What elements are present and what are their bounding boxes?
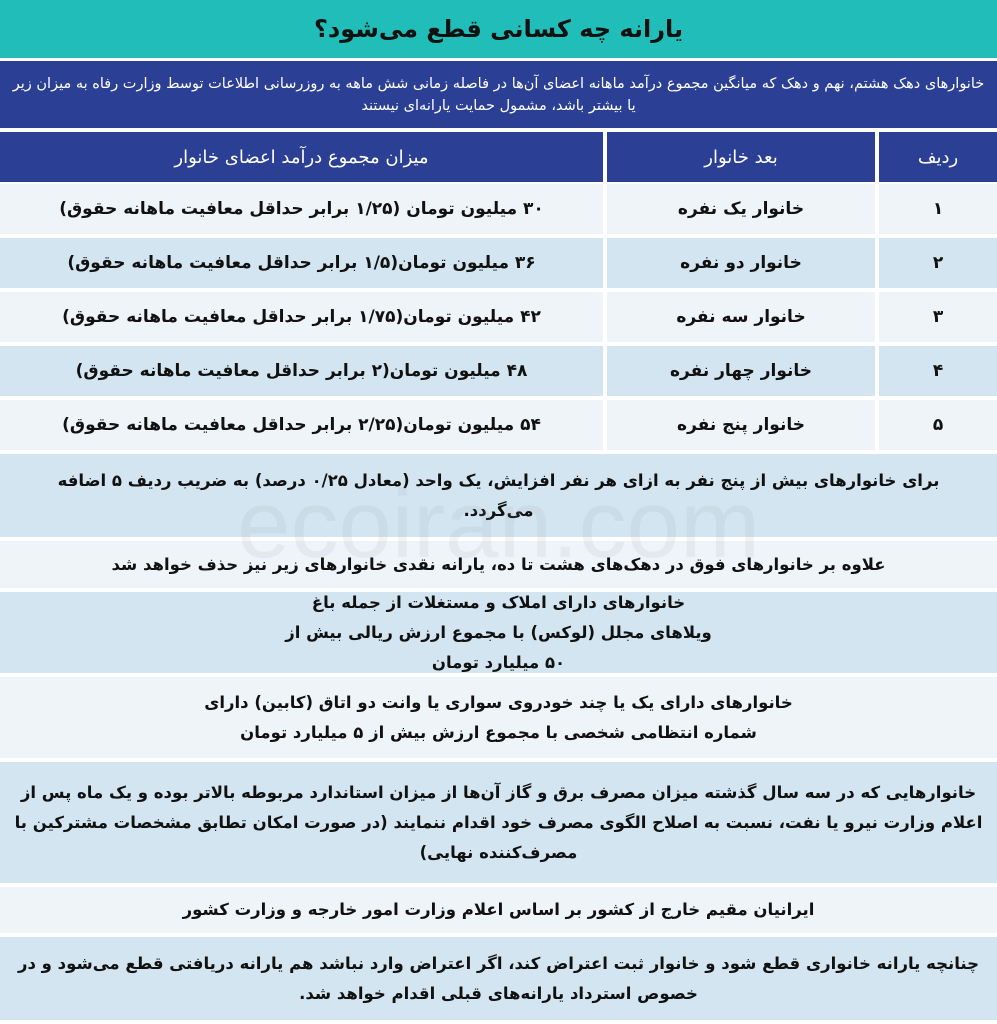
- row-number: ۳: [879, 292, 997, 342]
- note-vehicles: خانوارهای دارای یک یا چند خودروی سواری ی…: [0, 677, 997, 758]
- table-header: ردیف بعد خانوار میزان مجموع درآمد اعضای …: [0, 132, 997, 182]
- page-title: یارانه چه کسانی قطع می‌شود؟: [0, 0, 997, 58]
- household-size: خانوار پنج نفره: [607, 400, 875, 450]
- row-number: ۵: [879, 400, 997, 450]
- table-row: ۴ خانوار چهار نفره ۴۸ میلیون تومان(۲ برا…: [0, 346, 997, 396]
- note-property: خانوارهای دارای املاک و مستغلات از جمله …: [0, 592, 997, 673]
- intro-text: خانوارهای دهک هشتم، نهم و دهک که میانگین…: [0, 61, 997, 128]
- household-size: خانوار سه نفره: [607, 292, 875, 342]
- row-number: ۲: [879, 238, 997, 288]
- income-threshold: ۳۶ میلیون تومان(۱/۵ برابر حداقل معافیت م…: [0, 238, 603, 288]
- note-extra-members: برای خانوارهای بیش از پنج نفر به ازای هر…: [0, 454, 997, 537]
- note-energy-consumption: خانوارهایی که در سه سال گذشته میزان مصرف…: [0, 762, 997, 883]
- table-row: ۱ خانوار یک نفره ۳۰ میلیون تومان (۱/۲۵ ب…: [0, 184, 997, 234]
- table-row: ۵ خانوار پنج نفره ۵۴ میلیون تومان(۲/۲۵ ب…: [0, 400, 997, 450]
- table-row: ۲ خانوار دو نفره ۳۶ میلیون تومان(۱/۵ برا…: [0, 238, 997, 288]
- note-abroad: ایرانیان مقیم خارج از کشور بر اساس اعلام…: [0, 887, 997, 933]
- header-income: میزان مجموع درآمد اعضای خانوار: [0, 132, 603, 182]
- header-row-number: ردیف: [879, 132, 997, 182]
- note-objection: چنانچه یارانه خانواری قطع شود و خانوار ث…: [0, 937, 997, 1020]
- income-threshold: ۳۰ میلیون تومان (۱/۲۵ برابر حداقل معافیت…: [0, 184, 603, 234]
- household-size: خانوار چهار نفره: [607, 346, 875, 396]
- income-threshold: ۴۲ میلیون تومان(۱/۷۵ برابر حداقل معافیت …: [0, 292, 603, 342]
- household-size: خانوار یک نفره: [607, 184, 875, 234]
- income-threshold: ۴۸ میلیون تومان(۲ برابر حداقل معافیت ماه…: [0, 346, 603, 396]
- income-threshold: ۵۴ میلیون تومان(۲/۲۵ برابر حداقل معافیت …: [0, 400, 603, 450]
- table-row: ۳ خانوار سه نفره ۴۲ میلیون تومان(۱/۷۵ بر…: [0, 292, 997, 342]
- row-number: ۱: [879, 184, 997, 234]
- household-size: خانوار دو نفره: [607, 238, 875, 288]
- header-household-size: بعد خانوار: [607, 132, 875, 182]
- note-additional-cuts: علاوه بر خانوارهای فوق در دهک‌های هشت تا…: [0, 541, 997, 588]
- row-number: ۴: [879, 346, 997, 396]
